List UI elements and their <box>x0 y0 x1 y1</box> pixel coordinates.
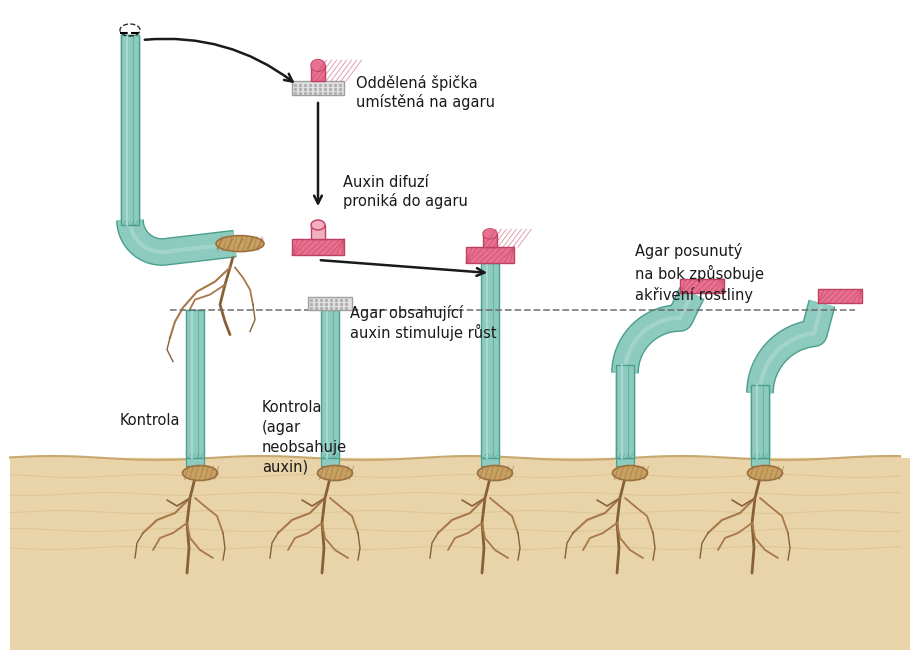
Bar <box>480 263 498 458</box>
Text: Auxin difuzí
proniká do agaru: Auxin difuzí proniká do agaru <box>343 175 467 209</box>
Bar <box>680 279 723 293</box>
Ellipse shape <box>477 465 512 480</box>
Ellipse shape <box>311 60 324 71</box>
Bar <box>292 81 343 95</box>
Ellipse shape <box>747 465 782 480</box>
Ellipse shape <box>311 60 324 72</box>
Bar <box>292 239 343 255</box>
Text: Agar obsahující
auxin stimuluje růst: Agar obsahující auxin stimuluje růst <box>350 305 496 341</box>
Text: Kontrola
(agar
neobsahuje
auxin): Kontrola (agar neobsahuje auxin) <box>261 400 347 474</box>
Ellipse shape <box>483 229 496 239</box>
Bar <box>311 225 324 239</box>
Bar <box>480 450 498 466</box>
Bar <box>615 373 633 458</box>
Text: Agar posunutý
na bok způsobuje
akřivení rostliny: Agar posunutý na bok způsobuje akřivení … <box>634 243 763 303</box>
Text: Oddělená špička
umístěná na agaru: Oddělená špička umístěná na agaru <box>355 75 495 110</box>
Bar <box>186 310 204 458</box>
Bar <box>750 393 768 458</box>
Ellipse shape <box>317 465 353 480</box>
Ellipse shape <box>483 229 496 239</box>
Bar <box>750 450 768 466</box>
Bar <box>121 35 138 220</box>
Bar <box>311 66 324 81</box>
Bar <box>321 450 339 466</box>
Ellipse shape <box>311 220 324 230</box>
Ellipse shape <box>182 465 217 480</box>
Ellipse shape <box>612 465 647 480</box>
Bar <box>466 247 514 263</box>
Bar <box>750 385 768 458</box>
Bar <box>321 310 339 458</box>
Bar <box>121 35 138 225</box>
Bar <box>615 365 633 458</box>
Bar <box>615 450 633 466</box>
Text: Kontrola: Kontrola <box>120 413 180 428</box>
Bar <box>483 234 496 247</box>
Bar <box>186 450 204 466</box>
Ellipse shape <box>216 235 263 252</box>
Bar <box>10 458 909 650</box>
Bar <box>308 297 352 310</box>
Bar <box>817 289 861 304</box>
